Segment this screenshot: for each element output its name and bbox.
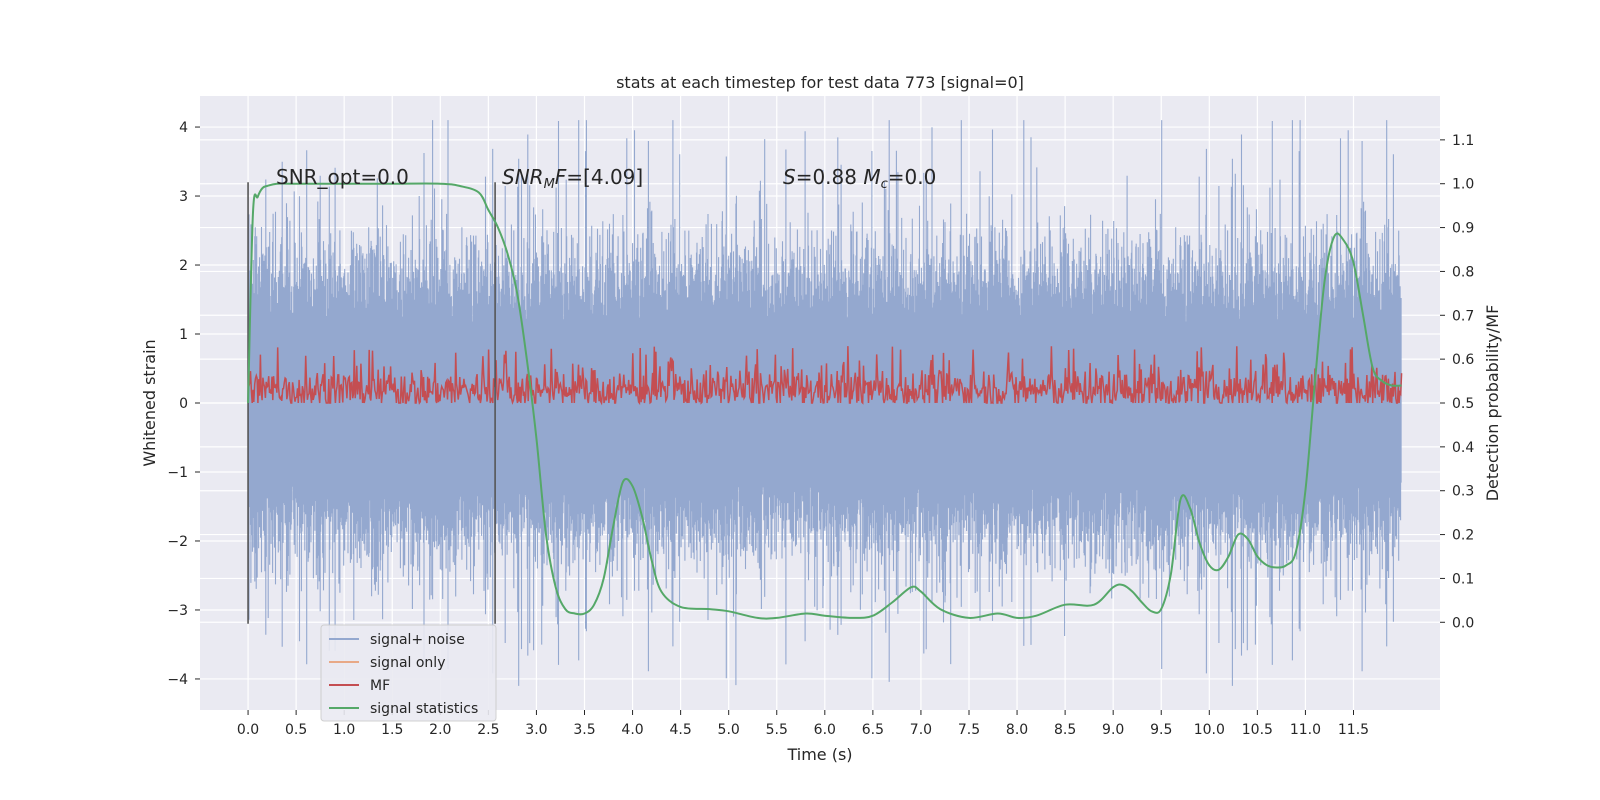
legend-box [320,624,497,722]
x-tick-label: 7.5 [958,722,980,738]
x-tick-label: 10.5 [1242,722,1273,738]
y-tick-label: 4 [179,120,188,136]
y-axis-label-right: Detection probability/MF [1483,305,1502,502]
x-tick-label: 0.0 [237,722,259,738]
x-tick-label: 11.0 [1290,722,1321,738]
y-tick-label: 1 [179,327,188,343]
x-tick-label: 9.0 [1102,722,1124,738]
y-tick-label: −3 [167,603,188,619]
x-tick-label: 2.0 [429,722,451,738]
x-tick-label: 6.0 [814,722,836,738]
signal-statistics-line [247,182,1402,620]
x-tick-label: 4.5 [669,722,691,738]
y-right-tick-label: 0.8 [1452,264,1474,280]
x-tick-label: 5.0 [718,722,740,738]
y-right-tick-label: 0.2 [1452,528,1474,544]
y-tick-label: 3 [179,189,188,205]
y-right-tick-label: 0.4 [1452,440,1474,456]
x-tick-label: 4.0 [621,722,643,738]
legend-label-signal-statistics: signal statistics [370,701,478,717]
y-right-tick-label: 0.1 [1452,571,1474,587]
x-tick-label: 6.5 [862,722,884,738]
x-tick-label: 3.5 [573,722,595,738]
y-tick-label: −1 [167,465,188,481]
annotation-snr-opt: SNR_opt=0.0 [276,165,409,189]
annotation-snr-mf: SNRMF=[4.09] [502,165,643,192]
vertical-markers [247,182,496,624]
y-tick-label: −4 [167,672,188,688]
x-axis-label: Time (s) [786,745,852,764]
x-tick-label: 9.5 [1150,722,1172,738]
y-right-tick-label: 0.6 [1452,352,1474,368]
y-tick-label: −2 [167,534,188,550]
y-right-tick-label: 1.0 [1452,177,1474,193]
y-right-tick-label: 0.0 [1452,615,1474,631]
x-tick-label: 2.5 [477,722,499,738]
x-tick-label: 8.0 [1006,722,1028,738]
y-axis-label-left: Whitened strain [140,339,159,466]
y-right-tick-label: 0.7 [1452,308,1474,324]
axes: 0.0 0.5 1.0 1.5 2.0 2.5 3.0 3.5 4.0 4.5 5.0 5.5 6.0 6… [167,120,1474,738]
y-right-tick-label: 0.9 [1452,221,1474,237]
chart-title: stats at each timestep for test data 773… [616,73,1024,92]
annotation-s-mc: S=0.88 Mc=0.0 [783,165,936,192]
legend-label-signal-noise: signal+ noise [370,632,465,648]
x-tick-label: 5.5 [766,722,788,738]
mf-series [247,346,1403,406]
x-tick-label: 11.5 [1338,722,1369,738]
x-tick-label: 3.0 [525,722,547,738]
mf-line [247,346,1403,406]
y-right-tick-label: 0.5 [1452,396,1474,412]
signal-statistics-series [247,182,1402,620]
y-tick-label: 0 [179,396,188,412]
legend: signal+ noise signal only MF signal stat… [320,624,497,722]
x-tick-label: 0.5 [285,722,307,738]
x-tick-label: 1.0 [333,722,355,738]
legend-label-mf: MF [370,678,390,694]
legend-label-signal-only: signal only [370,655,445,671]
x-tick-label: 1.5 [381,722,403,738]
y-right-tick-label: 0.3 [1452,484,1474,500]
x-tick-label: 10.0 [1194,722,1225,738]
y-right-tick-label: 1.1 [1452,133,1474,149]
x-tick-label: 8.5 [1054,722,1076,738]
x-tick-label: 7.0 [910,722,932,738]
y-tick-label: 2 [179,258,188,274]
